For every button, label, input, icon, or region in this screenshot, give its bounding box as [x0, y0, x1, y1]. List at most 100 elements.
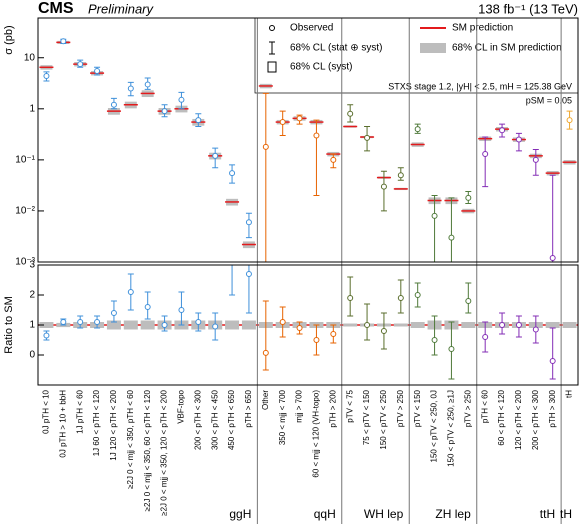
error-bar — [245, 265, 252, 314]
ratio — [245, 271, 252, 277]
error-bar — [431, 315, 438, 356]
x-tick-label: pTH < 60 — [480, 389, 489, 423]
x-tick-label: pTV < 150 — [413, 389, 422, 427]
observed — [566, 117, 573, 124]
error-bar — [482, 136, 489, 188]
annotation: pSM = 0.05 — [526, 95, 572, 105]
ratio — [178, 307, 185, 313]
group-label: qqH — [314, 507, 336, 521]
ratio — [296, 325, 303, 331]
error-bar — [229, 265, 236, 296]
y-tick-label: 10⁻² — [15, 206, 35, 217]
observed — [279, 119, 286, 126]
y-tick-label: 0 — [29, 350, 35, 361]
observed — [94, 67, 101, 74]
ratio — [77, 319, 84, 325]
observed — [364, 134, 371, 141]
observed — [161, 108, 168, 115]
x-tick-label: pTV < 75 — [345, 389, 354, 422]
sm-band — [545, 322, 560, 328]
legend-label: Observed — [290, 23, 333, 34]
x-tick-label: ≥2J 0 < mjj < 350, 60 < pTH < 120 — [143, 389, 152, 511]
y-tick-label: 10⁻³ — [15, 257, 35, 268]
y-tick-label: 3 — [29, 260, 35, 271]
x-tick-label: mjj > 700 — [295, 389, 304, 422]
x-tick-label: 350 < mjj < 700 — [278, 389, 287, 445]
observed — [262, 143, 269, 150]
observed — [43, 72, 50, 79]
sm-band — [106, 320, 121, 330]
group-label: tH — [560, 507, 572, 521]
ratio — [43, 332, 50, 339]
observed — [229, 170, 236, 177]
y-tick-label: 10 — [24, 52, 36, 63]
legend-label: 68% CL (syst) — [290, 62, 352, 73]
observed — [110, 101, 117, 108]
ratio — [161, 322, 168, 328]
observed — [431, 212, 438, 219]
observed — [414, 126, 421, 133]
frame — [37, 17, 579, 263]
ratio — [230, 242, 235, 247]
ratio-plot — [38, 173, 578, 380]
observed — [448, 234, 455, 241]
sm-band — [140, 320, 155, 330]
x-tick-label: 75 < pTV < 150 — [362, 389, 371, 445]
y-tick-label: 1 — [29, 103, 35, 114]
legend-marker — [420, 43, 446, 53]
observed — [77, 61, 84, 68]
error-bar — [549, 327, 556, 380]
x-tick-label: 120 < pTH < 200 — [514, 389, 523, 450]
ratio — [262, 349, 269, 356]
observed — [296, 115, 303, 122]
y-axis-label: σ (pb) — [3, 25, 15, 54]
y-tick-label: 2 — [29, 290, 35, 301]
y-tick-label: 10⁻¹ — [15, 155, 35, 166]
ratio — [60, 319, 67, 325]
observed — [515, 136, 522, 143]
ratio — [465, 298, 472, 304]
y-tick-label: 1 — [29, 320, 35, 331]
ratio — [144, 304, 151, 310]
x-tick-label: 200 < pTH < 300 — [531, 389, 540, 450]
observed — [313, 132, 320, 139]
ratio — [110, 310, 117, 316]
x-tick-label: 0J pTH < 10 — [42, 389, 51, 433]
x-tick-label: Other — [261, 390, 270, 410]
x-tick-label: VBF-topo — [177, 389, 186, 423]
ratio — [195, 319, 202, 325]
observed — [144, 81, 151, 88]
axes: 10⁻³ 10⁻² 10⁻¹ 1 10 0 1 2 3 0J pTH < 10 0J pTH > 1… — [15, 18, 574, 524]
observed — [532, 156, 539, 163]
ratio — [279, 319, 286, 325]
observed — [178, 96, 185, 103]
error-bar — [262, 92, 269, 262]
ratio — [94, 319, 101, 325]
group-label: ttH — [540, 507, 555, 521]
error-bar — [262, 300, 269, 371]
x-tick-label: pTH > 300 — [548, 389, 557, 427]
observed — [212, 152, 219, 159]
error-bar — [380, 170, 387, 212]
ratio — [380, 328, 387, 334]
error-bar — [465, 282, 472, 314]
observed — [347, 110, 354, 117]
x-tick-label: pTV > 250 — [463, 389, 472, 427]
x-tick-label: 150 < pTV < 250, 0J — [430, 390, 439, 463]
ratio — [448, 346, 455, 352]
error-bar — [364, 303, 371, 341]
x-tick-label: 300 < pTH < 450 — [210, 389, 219, 450]
ratio — [567, 173, 572, 178]
top-plot — [39, 38, 577, 262]
x-tick-label: 150 < pTV < 250 — [379, 389, 388, 449]
legend-marker — [269, 25, 275, 31]
x-tick-label: tH — [565, 390, 574, 398]
observed — [397, 172, 404, 179]
frame — [37, 264, 579, 386]
group-label: ggH — [229, 507, 251, 521]
observed — [380, 183, 387, 190]
observed — [245, 219, 252, 226]
ratio — [532, 326, 539, 333]
legend-box — [254, 17, 579, 94]
